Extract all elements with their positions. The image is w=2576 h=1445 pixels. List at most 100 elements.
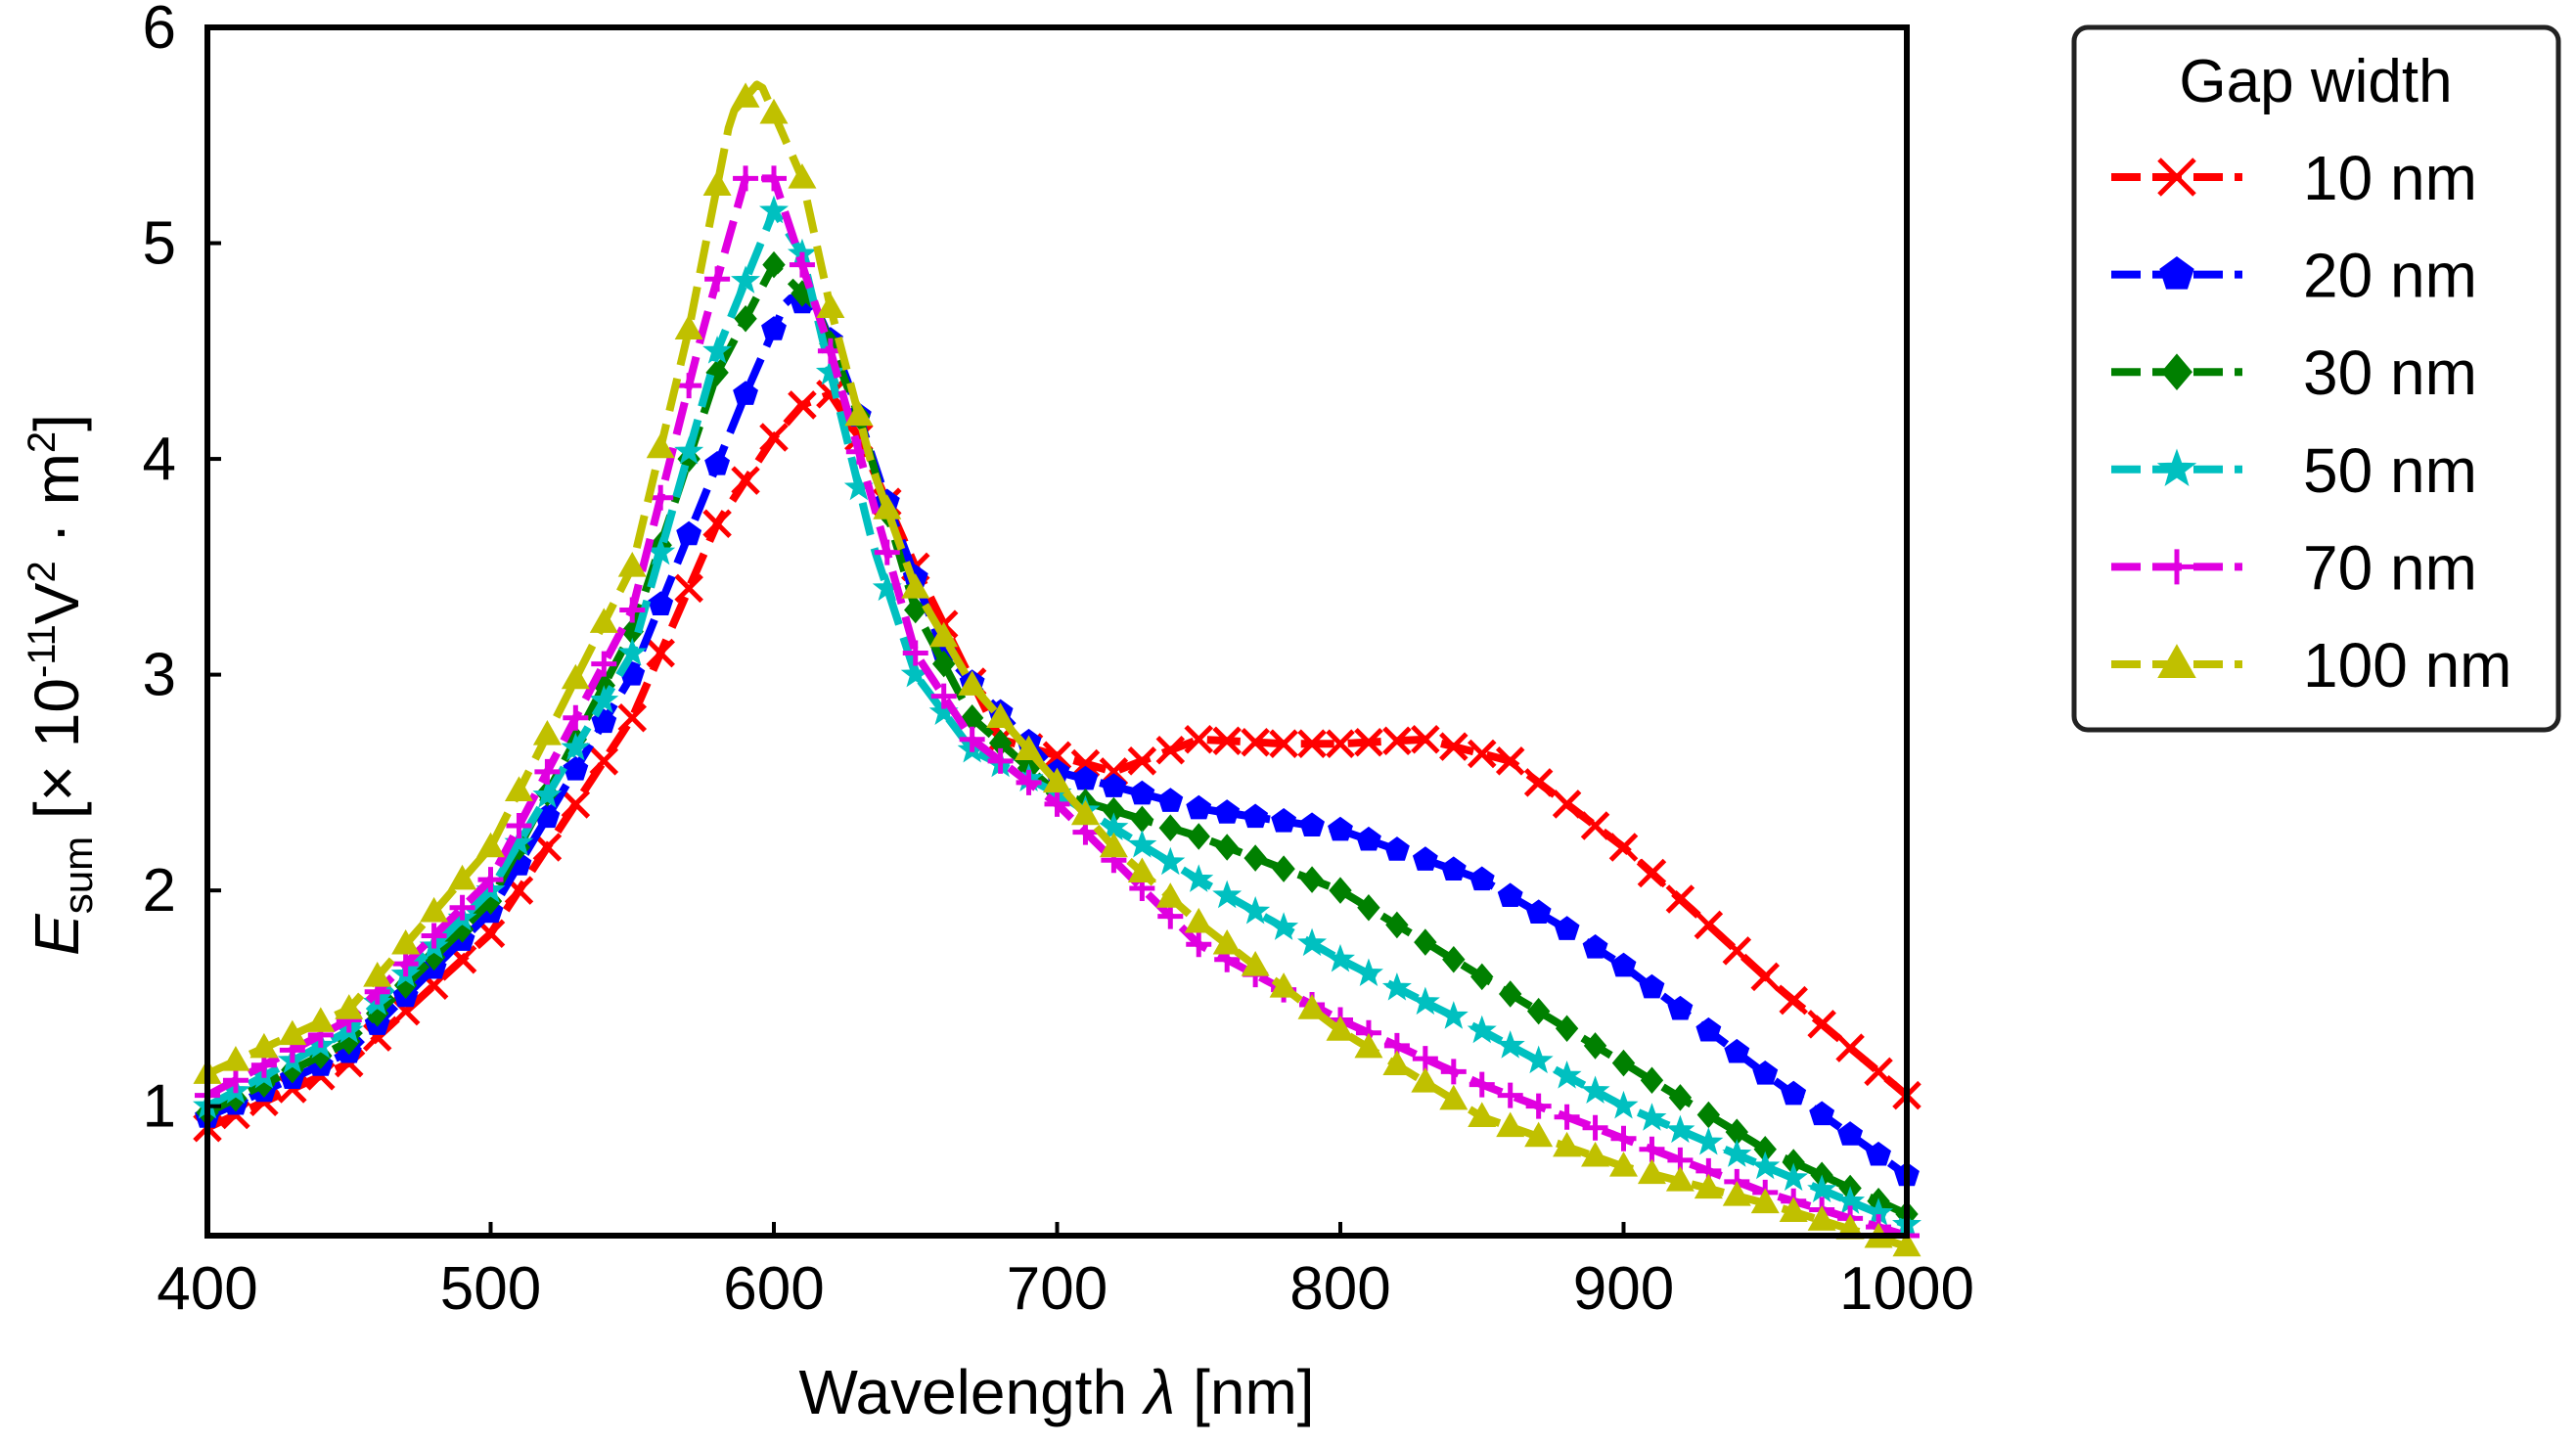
data-point-marker: [1127, 857, 1156, 883]
data-point-marker: [278, 1019, 307, 1046]
data-point-marker: [1750, 1188, 1780, 1214]
data-point-marker: [532, 720, 562, 745]
series-100-nm: [193, 80, 1921, 1257]
data-point-marker: [674, 314, 703, 339]
data-point-marker: [930, 683, 957, 709]
data-point-marker: [1470, 963, 1494, 991]
data-point-marker: [1042, 741, 1072, 771]
data-point-marker: [1411, 725, 1440, 754]
data-point-marker: [1326, 729, 1355, 758]
data-point-marker: [561, 732, 591, 761]
data-point-marker: [1807, 1010, 1836, 1039]
data-point-marker: [1524, 1121, 1554, 1148]
data-point-marker: [1127, 746, 1157, 776]
y-tick-label: 6: [143, 0, 176, 62]
data-point-marker: [1694, 1126, 1724, 1155]
data-point-marker: [1637, 1103, 1667, 1131]
data-point-marker: [931, 650, 956, 678]
data-point-marker: [1750, 1151, 1781, 1180]
legend-title: Gap width: [2179, 48, 2452, 115]
data-point-marker: [1639, 1136, 1665, 1162]
data-point-marker: [1640, 1066, 1664, 1094]
data-point-marker: [1779, 985, 1808, 1016]
data-point-marker: [1099, 832, 1128, 858]
data-point-marker: [306, 1007, 336, 1032]
data-point-marker: [1354, 727, 1383, 757]
data-point-marker: [959, 726, 985, 752]
data-point-marker: [1608, 1090, 1639, 1119]
data-point-marker: [1299, 812, 1326, 836]
data-point-marker: [1325, 943, 1356, 972]
data-point-marker: [1157, 903, 1184, 929]
data-point-marker: [1440, 1059, 1467, 1085]
data-point-marker: [420, 896, 449, 923]
data-point-marker: [1440, 856, 1467, 881]
data-point-marker: [1383, 836, 1410, 861]
data-point-marker: [1269, 912, 1299, 940]
data-point-marker: [1297, 994, 1327, 1019]
data-point-marker: [1442, 945, 1466, 973]
data-point-marker: [761, 316, 787, 340]
data-point-marker: [646, 638, 675, 668]
data-point-marker: [1186, 794, 1212, 820]
data-point-marker: [816, 380, 845, 409]
data-point-marker: [987, 747, 1014, 774]
data-point-marker: [506, 812, 532, 838]
data-point-marker: [704, 450, 731, 475]
data-point-marker: [617, 552, 647, 577]
data-point-marker: [1243, 803, 1269, 829]
data-point-marker: [1525, 899, 1552, 924]
data-point-marker: [1835, 1033, 1865, 1062]
data-point-marker: [1070, 799, 1100, 826]
data-point-marker: [1553, 1131, 1582, 1157]
y-tick-label: 3: [143, 642, 176, 709]
y-tick-label: 4: [143, 426, 176, 493]
plot-area: 400 500 600 700 800 900 1000 1 2 3 4 5 6: [143, 0, 1974, 1323]
x-tick-label: 900: [1573, 1255, 1674, 1323]
legend-item: 50 nm: [2111, 435, 2477, 506]
data-point-marker: [1668, 1084, 1693, 1111]
data-point-marker: [1495, 1030, 1525, 1059]
series-line: [205, 294, 1910, 1179]
series-30-nm: [196, 250, 1919, 1228]
legend-marker: [2156, 448, 2197, 487]
data-point-marker: [1724, 1038, 1750, 1063]
data-point-marker: [1271, 807, 1297, 833]
legend-items: 10 nm 20 nm 30 nm 50 nm 70 nm 100 nm: [2111, 143, 2511, 700]
data-point-marker: [1722, 1139, 1752, 1167]
data-point-marker: [759, 98, 789, 124]
data-point-marker: [702, 170, 732, 196]
data-point-marker: [222, 1067, 249, 1094]
data-point-marker: [1411, 1067, 1440, 1093]
data-point-marker: [986, 702, 1016, 728]
data-point-marker: [1722, 936, 1752, 966]
data-point-marker: [1582, 1114, 1608, 1141]
data-point-marker: [1297, 729, 1327, 758]
data-point-marker: [815, 357, 845, 385]
data-point-marker: [1212, 726, 1242, 756]
data-point-marker: [1665, 884, 1695, 914]
data-point-marker: [1581, 1141, 1610, 1167]
data-point-marker: [1611, 1049, 1636, 1077]
data-point-marker: [1807, 1174, 1837, 1203]
data-point-marker: [1580, 1075, 1610, 1105]
x-tick-label: 800: [1289, 1255, 1390, 1323]
data-point-marker: [734, 304, 757, 333]
data-point-marker: [1357, 894, 1380, 922]
data-point-marker: [1439, 732, 1469, 761]
data-point-marker: [1496, 1111, 1525, 1138]
data-point-marker: [758, 195, 790, 224]
data-point-marker: [1582, 933, 1608, 959]
data-point-marker: [1807, 1205, 1836, 1231]
data-point-marker: [759, 423, 789, 452]
data-point-marker: [1722, 1181, 1751, 1206]
data-point-marker: [958, 670, 987, 696]
data-point-marker: [1155, 882, 1185, 908]
x-tick-label: 400: [157, 1255, 257, 1323]
data-point-marker: [1468, 1102, 1497, 1127]
data-point-marker: [1214, 799, 1241, 824]
data-point-marker: [929, 621, 959, 648]
data-point-marker: [731, 265, 761, 294]
data-point-marker: [1497, 882, 1523, 908]
data-point-marker: [1328, 816, 1353, 841]
